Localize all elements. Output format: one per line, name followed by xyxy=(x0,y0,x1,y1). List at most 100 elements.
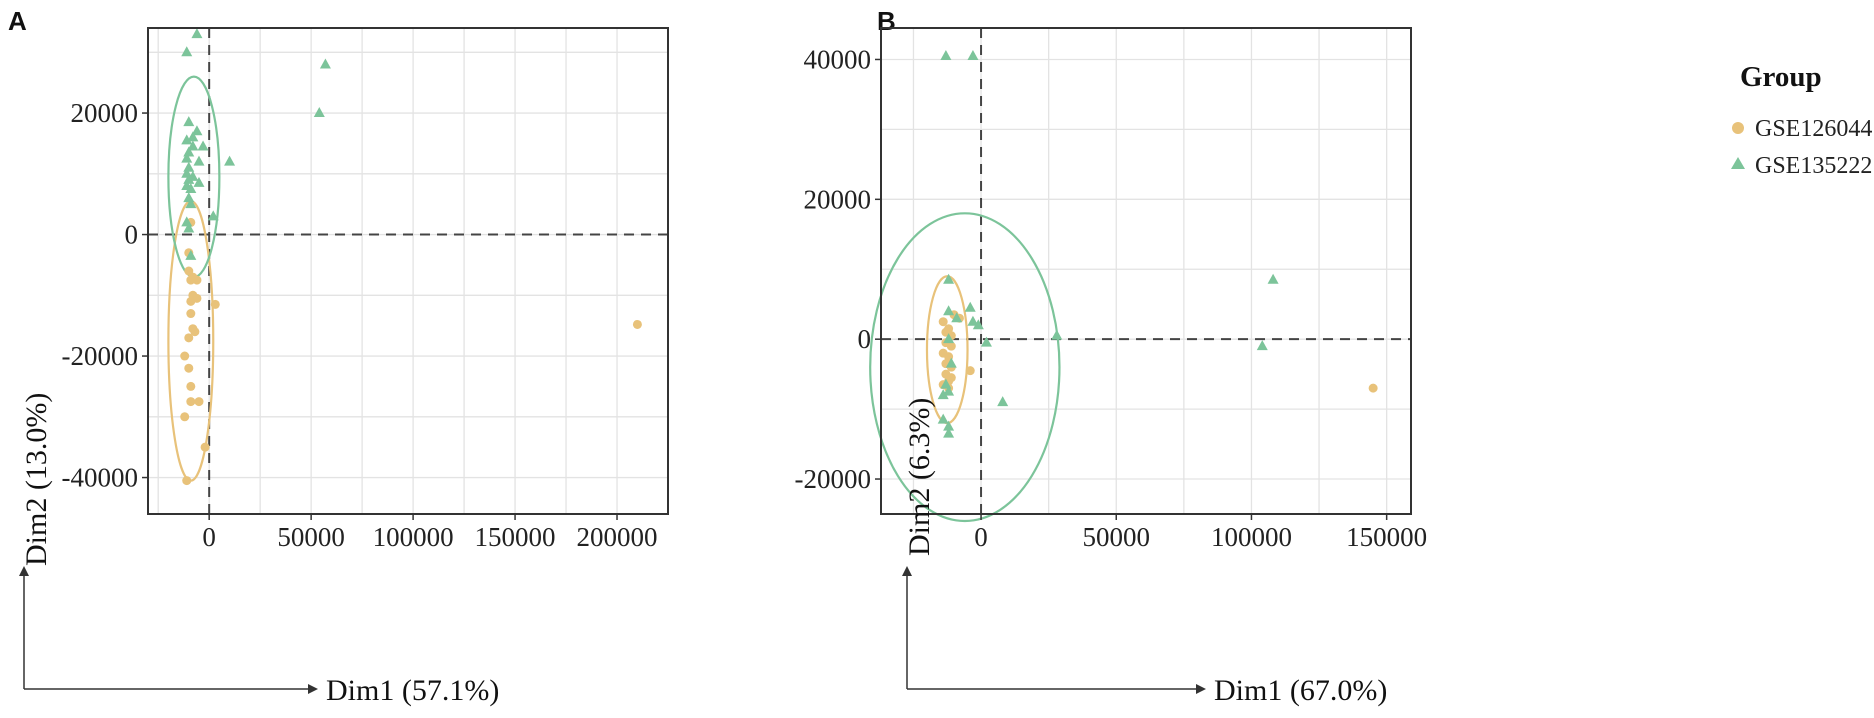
panel-a-gridlines xyxy=(148,28,669,514)
data-point-gse135222 xyxy=(187,131,199,142)
y-tick-label: -20000 xyxy=(62,341,139,371)
data-point-gse135222 xyxy=(181,134,193,145)
legend: Group GSE126044 GSE135222 xyxy=(1731,61,1872,179)
data-point-gse135222 xyxy=(937,389,949,400)
data-point-gse126044 xyxy=(182,476,192,486)
panel-b-frame xyxy=(880,27,1412,515)
panel-b-ellipses xyxy=(869,212,1061,523)
x-tick-label: 100000 xyxy=(373,522,454,552)
data-point-gse135222 xyxy=(193,176,205,187)
panel-b-y-ticks: -20000 0 20000 40000 xyxy=(795,44,881,494)
data-point-gse135222 xyxy=(943,305,955,316)
data-point-gse135222 xyxy=(183,161,195,172)
x-tick-label: 50000 xyxy=(277,522,345,552)
data-point-gse135222 xyxy=(980,336,992,347)
data-point-gse135222 xyxy=(224,155,236,166)
data-point-gse135222 xyxy=(1051,329,1063,340)
legend-circle-icon xyxy=(1732,122,1744,134)
data-point-gse126044 xyxy=(200,442,210,452)
panel-b-gridlines xyxy=(881,28,1411,514)
panel-a-x-axis-title: Dim1 (57.1%) xyxy=(326,674,499,707)
panel-b-axis-arrows xyxy=(902,566,1206,694)
panel-a-x-ticks: 0 50000 100000 150000 200000 xyxy=(202,514,658,552)
data-point-gse126044 xyxy=(192,275,202,285)
data-point-gse126044 xyxy=(194,397,204,407)
y-tick-label: 20000 xyxy=(804,184,872,214)
data-point-gse135222 xyxy=(313,107,325,118)
legend-label-gse135222: GSE135222 xyxy=(1755,153,1872,179)
data-point-gse126044 xyxy=(186,296,196,306)
panel-b-label: B xyxy=(877,6,896,36)
legend-title: Group xyxy=(1740,61,1822,93)
data-point-gse135222 xyxy=(1267,273,1279,284)
data-point-gse126044 xyxy=(946,341,956,351)
data-point-gse135222 xyxy=(181,152,193,163)
confidence-ellipse-gse135222 xyxy=(869,212,1061,523)
data-point-gse135222 xyxy=(197,140,209,151)
x-tick-label: 100000 xyxy=(1211,522,1292,552)
legend-triangle-icon xyxy=(1731,157,1745,169)
data-point-gse126044 xyxy=(180,351,190,361)
data-point-gse126044 xyxy=(186,397,196,407)
y-tick-label: 0 xyxy=(125,220,139,250)
panel-a-y-axis-title: Dim2 (13.0%) xyxy=(20,393,53,566)
data-point-gse126044 xyxy=(180,412,190,422)
data-point-gse135222 xyxy=(997,396,1009,407)
panel-a-frame xyxy=(147,27,669,515)
data-point-gse135222 xyxy=(972,319,984,330)
data-point-gse135222 xyxy=(191,125,203,136)
data-point-gse135222 xyxy=(945,357,957,368)
panel-a-points xyxy=(180,28,642,486)
panel-b-x-axis-title: Dim1 (67.0%) xyxy=(1214,674,1387,707)
data-point-gse135222 xyxy=(193,155,205,166)
panel-a-y-ticks: -40000 -20000 0 20000 xyxy=(62,98,148,493)
panel-b-reference-lines xyxy=(881,28,1411,514)
data-point-gse135222 xyxy=(183,222,195,233)
panel-a-reference-lines xyxy=(148,28,668,514)
panel-a-label: A xyxy=(8,6,27,36)
data-point-gse135222 xyxy=(967,49,979,60)
data-point-gse126044 xyxy=(186,381,196,391)
data-point-gse126044 xyxy=(1368,383,1378,393)
data-point-gse135222 xyxy=(1256,340,1268,351)
panel-b: B 0 50000 100000 150000 -20000 0 20000 40000 D… xyxy=(795,6,1428,707)
data-point-gse135222 xyxy=(185,198,197,209)
legend-label-gse126044: GSE126044 xyxy=(1755,116,1872,142)
data-point-gse135222 xyxy=(940,49,952,60)
panel-b-x-ticks: 0 50000 100000 150000 xyxy=(974,514,1427,552)
data-point-gse126044 xyxy=(632,319,642,329)
x-tick-label: 0 xyxy=(974,522,988,552)
data-point-gse126044 xyxy=(210,299,220,309)
data-point-gse135222 xyxy=(967,315,979,326)
x-tick-label: 0 xyxy=(202,522,216,552)
data-point-gse126044 xyxy=(186,309,196,319)
x-tick-label: 200000 xyxy=(577,522,658,552)
x-tick-label: 150000 xyxy=(1346,522,1427,552)
data-point-gse135222 xyxy=(183,192,195,203)
y-tick-label: 40000 xyxy=(804,44,872,74)
data-point-gse135222 xyxy=(185,249,197,260)
data-point-gse135222 xyxy=(951,312,963,323)
data-point-gse135222 xyxy=(937,413,949,424)
y-tick-label: 20000 xyxy=(71,98,139,128)
data-point-gse135222 xyxy=(207,210,219,221)
data-point-gse135222 xyxy=(187,140,199,151)
data-point-gse135222 xyxy=(183,116,195,127)
data-point-gse135222 xyxy=(943,420,955,431)
data-point-gse126044 xyxy=(184,333,194,343)
panel-b-y-axis-title: Dim2 (6.3%) xyxy=(903,398,936,556)
panel-b-points xyxy=(937,49,1378,438)
data-point-gse135222 xyxy=(943,333,955,344)
x-tick-label: 150000 xyxy=(475,522,556,552)
data-point-gse135222 xyxy=(943,385,955,396)
legend-entry-gse126044: GSE126044 xyxy=(1732,116,1872,142)
data-point-gse135222 xyxy=(964,301,976,312)
y-tick-label: -20000 xyxy=(795,464,872,494)
y-tick-label: -40000 xyxy=(62,463,139,493)
data-point-gse135222 xyxy=(181,46,193,57)
data-point-gse126044 xyxy=(965,366,975,376)
data-point-gse126044 xyxy=(190,327,200,337)
data-point-gse135222 xyxy=(185,182,197,193)
panel-a-axis-arrows xyxy=(19,566,318,694)
